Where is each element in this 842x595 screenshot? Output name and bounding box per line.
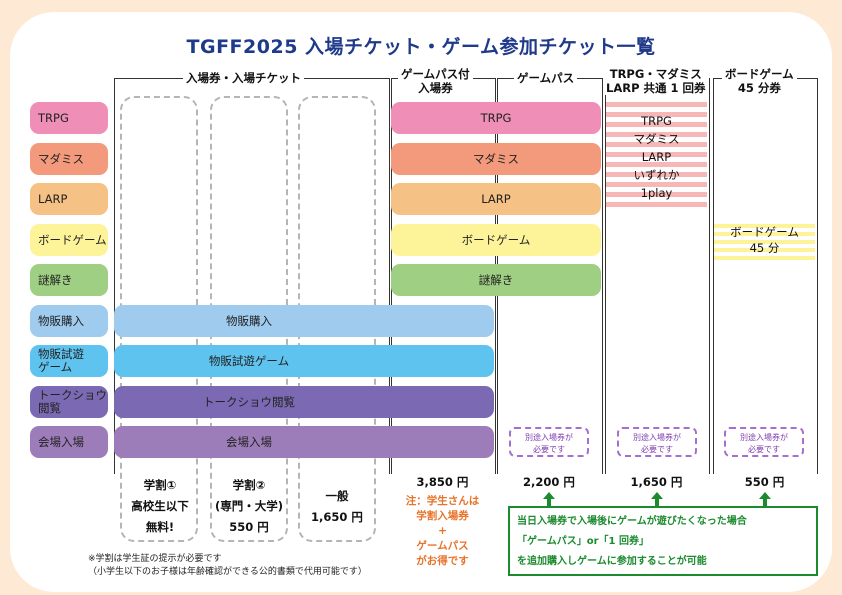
row-label-talk: トークショウ 閲覧 <box>30 386 108 418</box>
upgrade-info-box <box>508 506 818 576</box>
row-label-boardgame: ボードゲーム <box>30 224 108 256</box>
header-boardgame: ボードゲーム 45 分券 <box>722 67 797 95</box>
bar-entry: 会場入場 <box>114 426 494 458</box>
upgrade-info-text: 当日入場券で入場後にゲームが遊びたくなった場合 「ゲームパス」or「1 回券」 … <box>517 516 747 567</box>
bar-trpg: TRPG <box>391 102 601 134</box>
single-striped-block <box>606 102 707 212</box>
arrow-up-icon <box>651 492 663 506</box>
row-label-larp: LARP <box>30 183 108 215</box>
notice-single: 別途入場券が 必要です <box>617 427 697 457</box>
price-gamepass: 2,200 円 <box>523 475 575 489</box>
board-play-text: ボードゲーム 45 分 <box>730 225 799 255</box>
row-label-shiyu: 物販試遊 ゲーム <box>30 345 108 377</box>
single-play-text: TRPG マダミス LARP いずれか 1play <box>633 114 680 200</box>
footnote-student: ※学割は学生証の提示が必要です <box>88 554 222 564</box>
row-label-entry: 会場入場 <box>30 426 108 458</box>
bar-shiyu: 物販試遊ゲーム <box>114 345 494 377</box>
price-student2: 学割② (専門・大学) 550 円 <box>214 478 283 534</box>
price-student1: 学割① 高校生以下 無料! <box>131 478 189 534</box>
footnote-child: （小学生以下のお子様は年齢確認ができる公的書類で代用可能です） <box>88 567 367 577</box>
row-label-buppan: 物販購入 <box>30 305 108 337</box>
page-title: TGFF2025 入場チケット・ゲーム参加チケット一覧 <box>186 36 656 58</box>
header-gamepass: ゲームパス <box>514 71 578 85</box>
bar-larp: LARP <box>391 183 601 215</box>
header-gamepass-ticket: ゲームパス付 入場券 <box>398 67 473 95</box>
board-striped-block <box>714 224 815 260</box>
notice-gamepass: 別途入場券が 必要です <box>509 427 589 457</box>
notice-boardgame: 別途入場券が 必要です <box>724 427 804 457</box>
row-label-trpg: TRPG <box>30 102 108 134</box>
price-single: 1,650 円 <box>630 475 683 489</box>
price-boardgame: 550 円 <box>744 475 785 489</box>
student-note: 注：学生さんは 学割入場券 + ゲームパス がお得です <box>405 495 480 567</box>
price-general: 一般 1,650 円 <box>311 489 363 524</box>
bar-boardgame: ボードゲーム <box>391 224 601 256</box>
bar-buppan: 物販購入 <box>114 305 494 337</box>
price-gamepass-ticket: 3,850 円 <box>416 475 469 489</box>
bar-madamis: マダミス <box>391 143 601 175</box>
arrow-up-icon <box>543 492 555 506</box>
arrow-up-icon <box>759 492 771 506</box>
row-label-nazotoki: 謎解き <box>30 264 108 296</box>
row-label-madamis: マダミス <box>30 143 108 175</box>
header-entry: 入場券・入場チケット <box>183 71 304 85</box>
bar-talk: トークショウ閲覧 <box>114 386 494 418</box>
header-single: TRPG・マダミス LARP 共通 1 回券 <box>603 67 709 95</box>
col-boardgame <box>713 78 818 474</box>
bar-nazotoki: 謎解き <box>391 264 601 296</box>
